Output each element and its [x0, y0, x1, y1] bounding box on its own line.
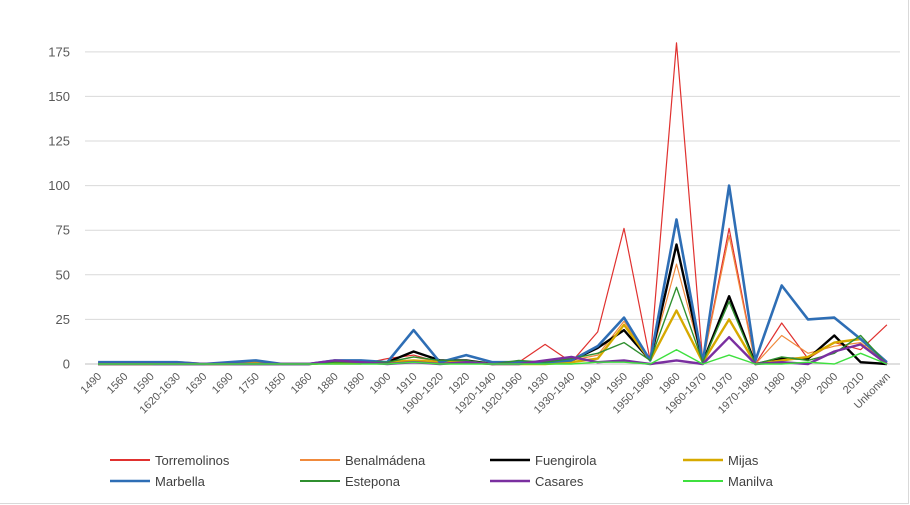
legend-label: Casares [535, 474, 584, 489]
series-line-marbella [98, 184, 888, 366]
x-tick-label: 1690 [210, 371, 236, 397]
x-tick-label: 1990 [788, 371, 814, 397]
x-tick-label: 1880 [315, 371, 341, 397]
y-tick-label: 75 [56, 223, 70, 238]
legend-label: Fuengirola [535, 453, 597, 468]
x-tick-label: 1850 [263, 371, 289, 397]
series-line-mijas [98, 309, 888, 366]
legend-label: Torremolinos [155, 453, 230, 468]
legend-label: Marbella [155, 474, 206, 489]
y-tick-label: 50 [56, 267, 70, 282]
legend-label: Mijas [728, 453, 759, 468]
y-tick-label: 125 [48, 134, 70, 149]
legend-label: Manilva [728, 474, 774, 489]
y-tick-label: 150 [48, 89, 70, 104]
x-tick-label: 1490 [78, 371, 104, 397]
x-tick-label: 1630 [184, 371, 210, 397]
x-tick-label: 1980 [762, 371, 788, 397]
series-line-benalm-dena [98, 235, 888, 365]
legend-label: Benalmádena [345, 453, 426, 468]
x-tick-label: 1900 [368, 371, 394, 397]
y-tick-label: 0 [63, 357, 70, 372]
series-line-fuengirola [98, 243, 887, 366]
legend-label: Estepona [345, 474, 401, 489]
x-tick-label: 1750 [236, 371, 262, 397]
x-tick-label: 1890 [341, 371, 367, 397]
series-line-manilva [98, 349, 888, 365]
y-tick-label: 100 [48, 178, 70, 193]
x-tick-label: 1860 [289, 371, 315, 397]
y-tick-label: 175 [48, 44, 70, 59]
y-tick-label: 25 [56, 312, 70, 327]
x-tick-label: 1560 [105, 371, 131, 397]
x-tick-label: 1940 [578, 371, 604, 397]
x-tick-label: 2000 [815, 371, 841, 397]
series-line-torremolinos [98, 42, 888, 365]
